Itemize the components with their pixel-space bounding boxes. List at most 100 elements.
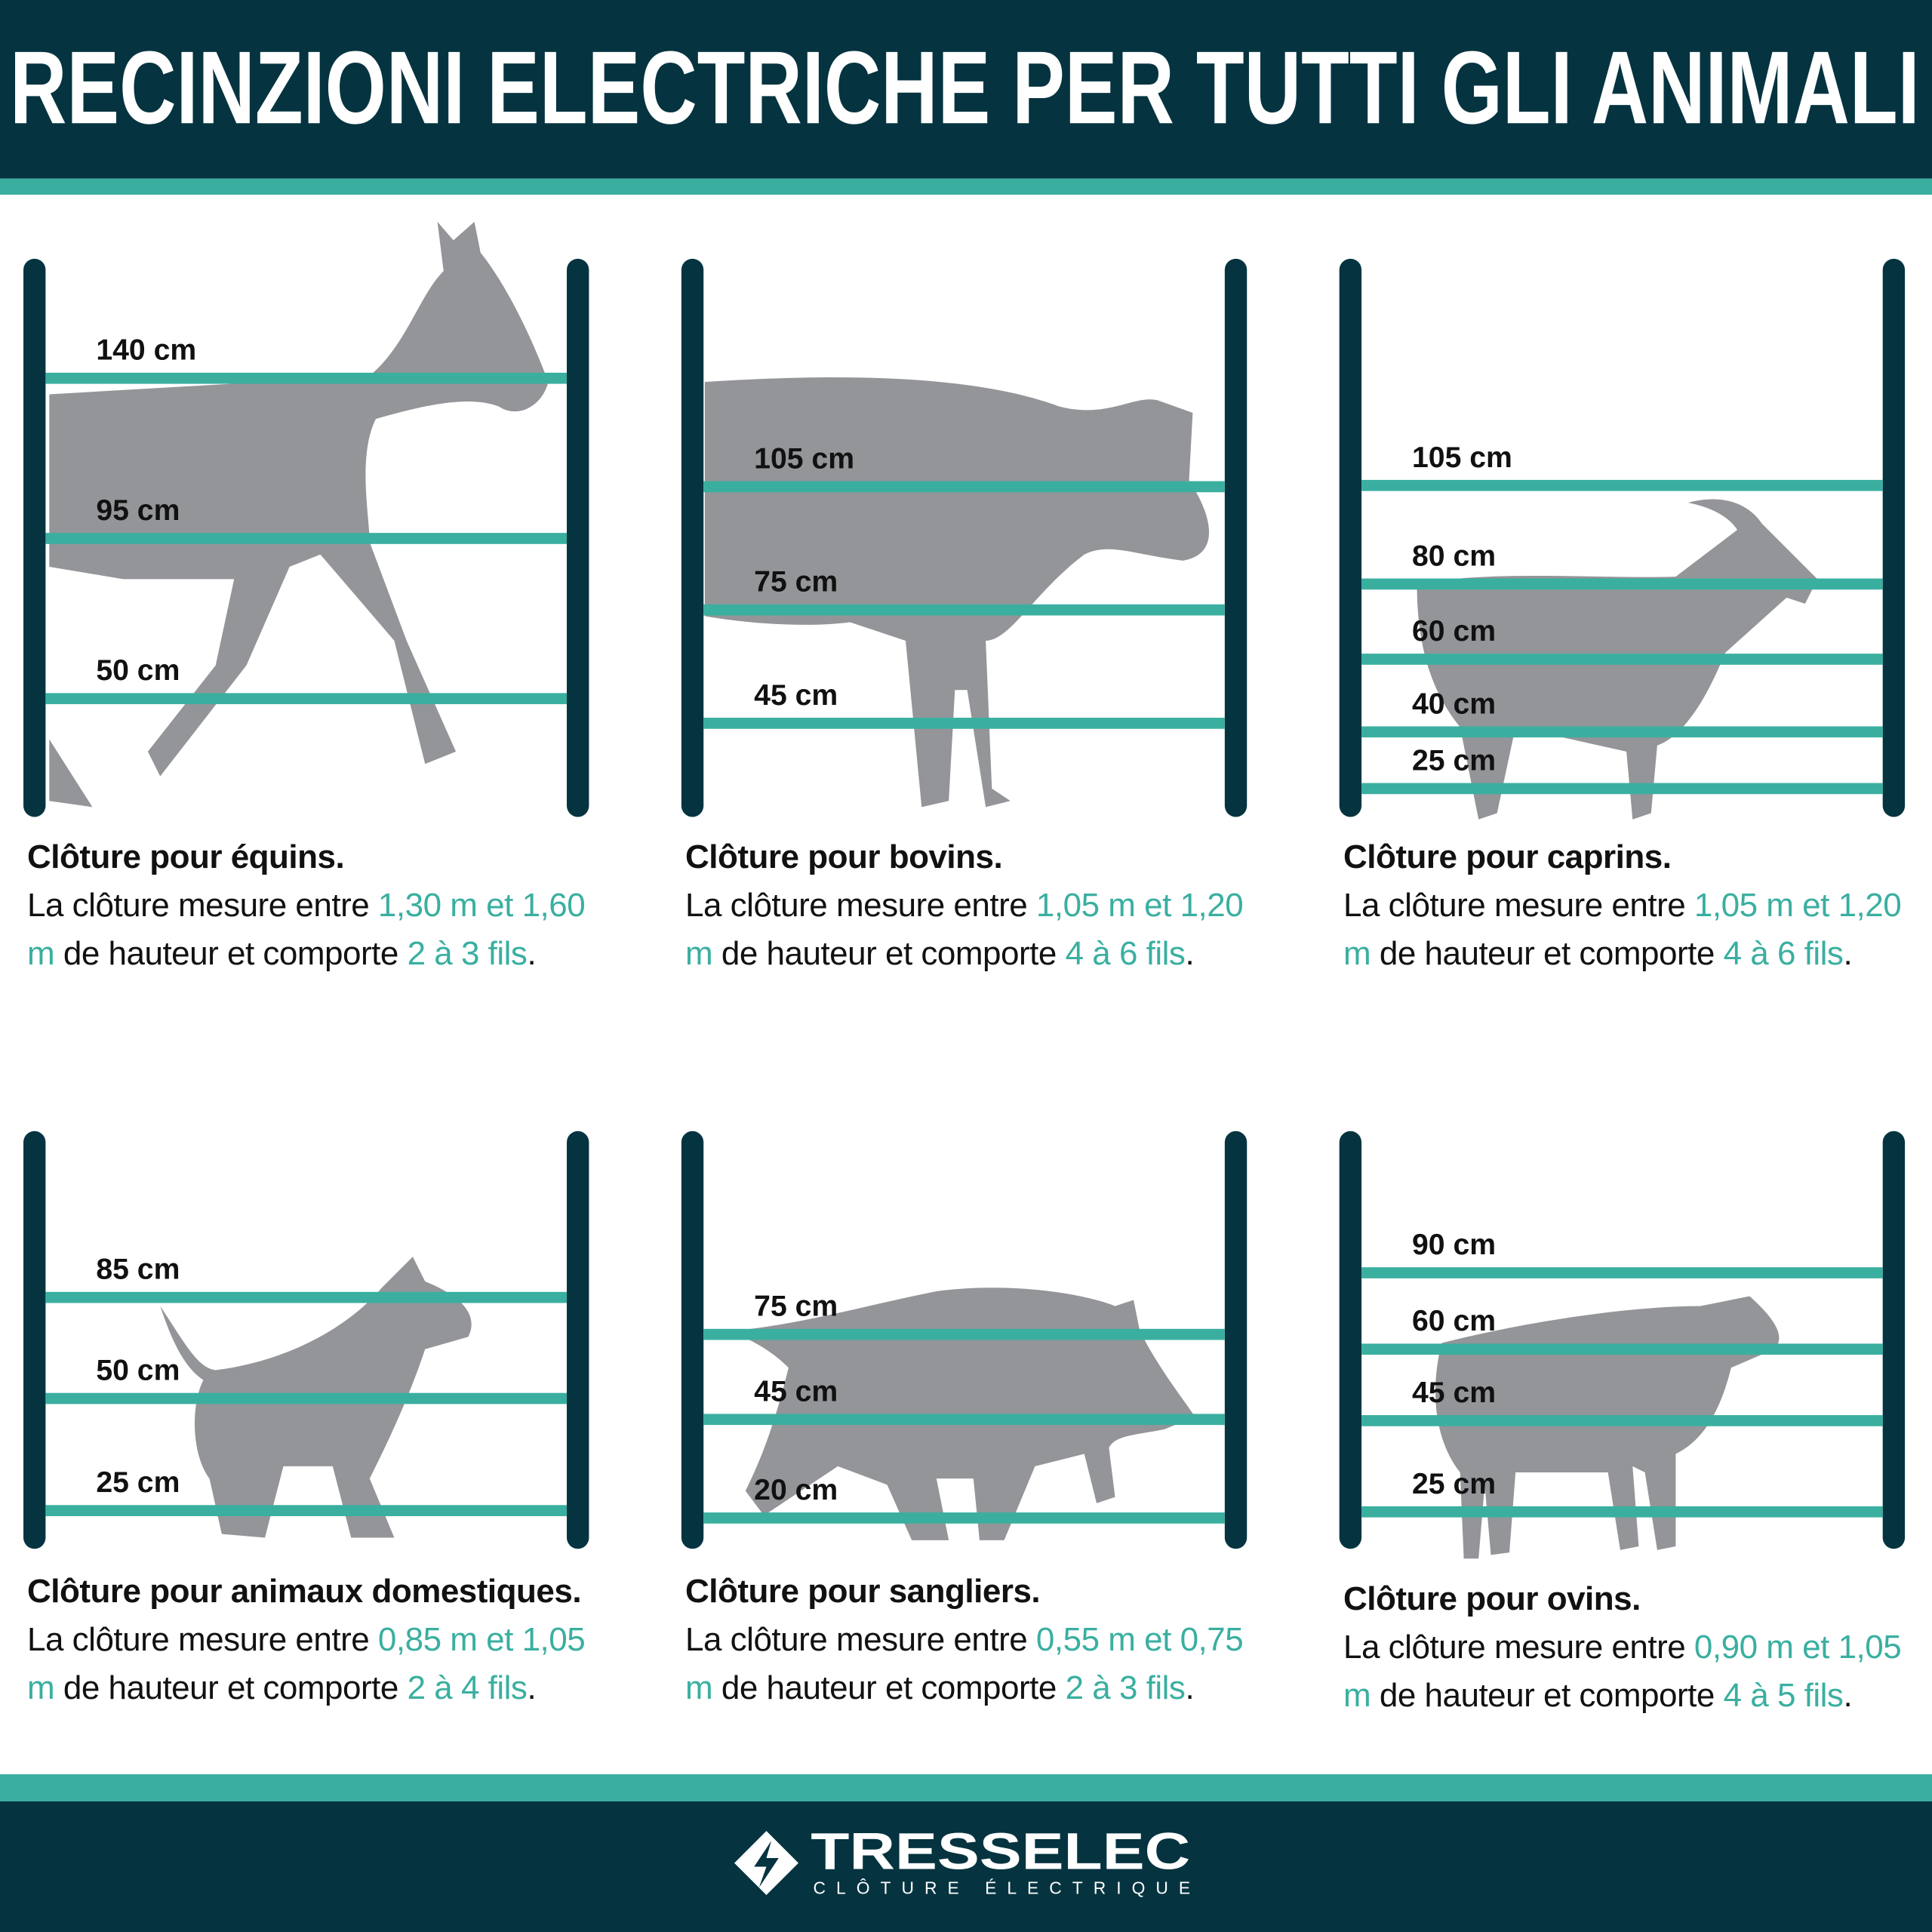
caption-segment: . [1185, 935, 1195, 972]
wire-height-label: 80 cm [1412, 540, 1496, 572]
wire-height-label: 75 cm [754, 1291, 838, 1323]
caption-title: Clôture pour sangliers. [685, 1573, 1041, 1610]
caption-title: Clôture pour équins. [27, 838, 345, 875]
fence-post [1882, 1131, 1906, 1549]
logo-icon [734, 1831, 798, 1896]
footer-band [0, 1801, 1932, 1932]
caption-title: Clôture pour ovins. [1343, 1580, 1641, 1617]
wire-height-label: 105 cm [1412, 441, 1512, 474]
caption-title: Clôture pour caprins. [1343, 838, 1672, 875]
wire-height-label: 25 cm [1412, 1468, 1496, 1500]
fence-wire [1361, 783, 1883, 795]
fence-post [1339, 1131, 1362, 1549]
fence-wire [1361, 578, 1883, 590]
fence-wire [45, 1291, 568, 1303]
caption-segment: de hauteur et comporte [1371, 935, 1724, 972]
fence-post [1224, 258, 1247, 817]
fence-wire [703, 1414, 1225, 1426]
fence-wire [1361, 1267, 1883, 1278]
fence-wire [1361, 1343, 1883, 1355]
wire-height-label: 85 cm [96, 1254, 180, 1286]
caption-text: La clôture mesure entre 0,85 m et 1,05 m… [27, 1621, 586, 1706]
caption-segment: . [1185, 1669, 1195, 1706]
caption-text: La clôture mesure entre 1,05 m et 1,20 m… [1343, 887, 1902, 972]
caption-segment: de hauteur et comporte [1371, 1677, 1724, 1714]
fence-post [1224, 1131, 1247, 1549]
wire-height-label: 60 cm [1412, 1305, 1496, 1337]
caption-segment: La clôture mesure entre [27, 887, 378, 924]
footer-stripe [0, 1774, 1932, 1801]
fence-wire [1361, 726, 1883, 738]
caption-segment: . [1843, 935, 1853, 972]
caption-highlight: 1,05 m et 1,20 m [1343, 887, 1902, 972]
caption-segment: de hauteur et comporte [712, 935, 1066, 972]
fence-wire [45, 372, 568, 384]
caption: Clôture pour équins. La clôture mesure en… [27, 833, 616, 978]
wire-height-label: 25 cm [96, 1466, 180, 1499]
wire-height-label: 20 cm [754, 1474, 838, 1506]
fence-wire [703, 481, 1225, 493]
caption-highlight: 4 à 6 fils [1723, 935, 1844, 972]
wire-height-label: 105 cm [754, 442, 854, 475]
fence-post [1339, 258, 1362, 817]
fence-wire [703, 718, 1225, 729]
wire-height-label: 75 cm [754, 566, 838, 598]
caption-highlight: 1,30 m et 1,60 m [27, 887, 586, 972]
wire-height-label: 90 cm [1412, 1229, 1496, 1261]
wire-height-label: 45 cm [1412, 1377, 1496, 1409]
caption-segment: de hauteur et comporte [54, 1669, 408, 1706]
caption-highlight: 0,85 m et 1,05 m [27, 1621, 586, 1706]
fence-post [681, 258, 704, 817]
fence-post [23, 258, 46, 817]
caption-text: La clôture mesure entre 1,30 m et 1,60 m… [27, 887, 586, 972]
fence-post [23, 1131, 46, 1549]
fence-post [1882, 258, 1906, 817]
horse-silhouette [49, 221, 549, 808]
wire-height-label: 50 cm [96, 1355, 180, 1387]
wire-height-label: 50 cm [96, 654, 180, 687]
title: RECINZIONI ELECTRICHE PER TUTTI GLI ANIM… [10, 30, 1920, 146]
fence-wire [703, 604, 1225, 616]
caption-segment: La clôture mesure entre [685, 1621, 1036, 1658]
caption-segment: La clôture mesure entre [685, 887, 1036, 924]
wire-height-label: 45 cm [754, 679, 838, 712]
fence-wire [45, 693, 568, 705]
caption-segment: de hauteur et comporte [54, 935, 408, 972]
caption: Clôture pour ovins. La clôture mesure ent… [1343, 1575, 1932, 1720]
caption-highlight: 1,05 m et 1,20 m [685, 887, 1244, 972]
fence-wire [45, 533, 568, 544]
caption: Clôture pour sangliers. La clôture mesure… [685, 1567, 1274, 1712]
wire-height-label: 25 cm [1412, 744, 1496, 777]
brand: TRESSELEC [811, 1823, 1190, 1881]
caption: Clôture pour caprins. La clôture mesure e… [1343, 833, 1932, 978]
caption: Clôture pour animaux domestiques. La clôt… [27, 1567, 616, 1712]
header-stripe [0, 178, 1932, 195]
caption-highlight: 2 à 3 fils [1065, 1669, 1186, 1706]
caption-title: Clôture pour bovins. [685, 838, 1003, 875]
caption-segment: La clôture mesure entre [27, 1621, 378, 1658]
logo-bolt [754, 1841, 779, 1888]
fence-wire [1361, 654, 1883, 665]
caption-segment: La clôture mesure entre [1343, 887, 1694, 924]
wire-height-label: 45 cm [754, 1375, 838, 1407]
caption-highlight: 4 à 5 fils [1723, 1677, 1844, 1714]
fence-post [567, 1131, 589, 1549]
caption-segment: . [527, 1669, 537, 1706]
fence-wire [1361, 1415, 1883, 1426]
caption-highlight: 2 à 3 fils [407, 935, 528, 972]
wire-height-label: 95 cm [96, 494, 180, 527]
caption-segment: . [527, 935, 537, 972]
caption-highlight: 0,55 m et 0,75 m [685, 1621, 1244, 1706]
fence-wire [1361, 1506, 1883, 1518]
caption-text: La clôture mesure entre 1,05 m et 1,20 m… [685, 887, 1244, 972]
wire-height-label: 140 cm [96, 334, 196, 367]
fence-wire [703, 1512, 1225, 1524]
caption-highlight: 0,90 m et 1,05 m [1343, 1629, 1902, 1714]
caption-segment: La clôture mesure entre [1343, 1629, 1694, 1666]
caption-highlight: 4 à 6 fils [1065, 935, 1186, 972]
fences: 140 cm 95 cm 50 cm 105 cm 75 cm 45 cm 105 cm 80… [23, 258, 1906, 1549]
caption-text: La clôture mesure entre 0,90 m et 1,05 m… [1343, 1629, 1902, 1714]
caption-title: Clôture pour animaux domestiques. [27, 1573, 582, 1610]
